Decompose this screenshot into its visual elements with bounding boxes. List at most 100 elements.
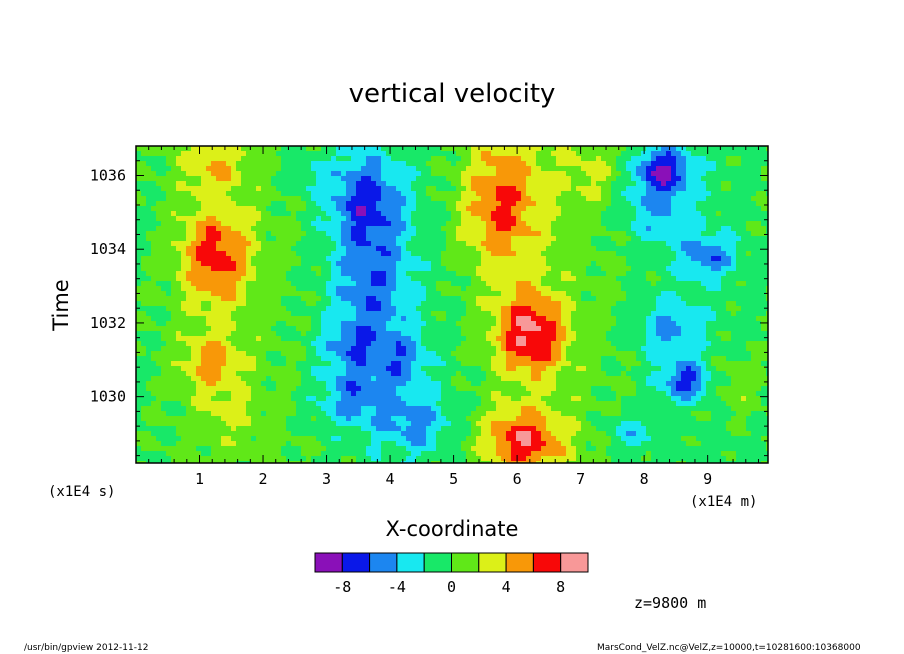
heatmap-cell <box>136 256 142 262</box>
heatmap-cell <box>336 171 342 177</box>
heatmap-cell <box>296 266 302 272</box>
heatmap-cell <box>646 256 652 262</box>
heatmap-cell <box>541 301 547 307</box>
heatmap-cell <box>701 321 707 327</box>
heatmap-cell <box>406 336 412 342</box>
heatmap-cell <box>751 156 757 162</box>
heatmap-cell <box>756 151 762 157</box>
heatmap-cell <box>516 171 522 177</box>
heatmap-cell <box>526 326 532 332</box>
heatmap-cell <box>761 156 767 162</box>
heatmap-cell <box>736 216 742 222</box>
heatmap-cell <box>456 226 462 232</box>
heatmap-cell <box>191 166 197 172</box>
heatmap-cell <box>416 151 422 157</box>
heatmap-cell <box>536 266 542 272</box>
heatmap-cell <box>346 331 352 337</box>
heatmap-cell <box>466 201 472 207</box>
heatmap-cell <box>511 191 517 197</box>
heatmap-cell <box>586 311 592 317</box>
heatmap-cell <box>706 206 712 212</box>
heatmap-cell <box>531 216 537 222</box>
heatmap-cell <box>316 286 322 292</box>
heatmap-cell <box>401 291 407 297</box>
heatmap-cell <box>271 241 277 247</box>
heatmap-cell <box>631 206 637 212</box>
heatmap-cell <box>151 211 157 217</box>
heatmap-cell <box>286 226 292 232</box>
heatmap-cell <box>456 146 462 152</box>
heatmap-cell <box>326 276 332 282</box>
heatmap-cell <box>481 286 487 292</box>
heatmap-cell <box>356 166 362 172</box>
heatmap-cell <box>201 171 207 177</box>
heatmap-cell <box>371 251 377 257</box>
heatmap-cell <box>351 266 357 272</box>
heatmap-cell <box>146 266 152 272</box>
heatmap-cell <box>651 171 657 177</box>
heatmap-cell <box>446 291 452 297</box>
heatmap-cell <box>166 246 172 252</box>
heatmap-cell <box>206 191 212 197</box>
heatmap-cell <box>581 281 587 287</box>
heatmap-cell <box>446 236 452 242</box>
heatmap-cell <box>406 261 412 267</box>
heatmap-cell <box>296 221 302 227</box>
heatmap-cell <box>436 226 442 232</box>
heatmap-cell <box>471 226 477 232</box>
heatmap-cell <box>606 236 612 242</box>
heatmap-cell <box>421 171 427 177</box>
heatmap-cell <box>256 301 262 307</box>
heatmap-cell <box>711 236 717 242</box>
heatmap-cell <box>426 186 432 192</box>
heatmap-cell <box>391 146 397 152</box>
heatmap-cell <box>451 326 457 332</box>
heatmap-cell <box>171 171 177 177</box>
heatmap-cell <box>591 331 597 337</box>
heatmap-cell <box>706 156 712 162</box>
heatmap-cell <box>556 291 562 297</box>
heatmap-cell <box>391 256 397 262</box>
heatmap-cell <box>276 311 282 317</box>
heatmap-cell <box>506 176 512 182</box>
heatmap-cell <box>296 276 302 282</box>
heatmap-cell <box>301 321 307 327</box>
heatmap-cell <box>746 271 752 277</box>
heatmap-cell <box>641 326 647 332</box>
heatmap-cell <box>141 291 147 297</box>
heatmap-cell <box>741 176 747 182</box>
heatmap-cell <box>606 216 612 222</box>
heatmap-cell <box>561 271 567 277</box>
heatmap-cell <box>451 291 457 297</box>
heatmap-cell <box>486 331 492 337</box>
heatmap-cell <box>276 261 282 267</box>
heatmap-cell <box>331 261 337 267</box>
heatmap-cell <box>286 236 292 242</box>
heatmap-cell <box>701 271 707 277</box>
heatmap-cell <box>441 191 447 197</box>
heatmap-cell <box>661 166 667 172</box>
heatmap-cell <box>276 251 282 257</box>
heatmap-cell <box>276 221 282 227</box>
heatmap-cell <box>146 221 152 227</box>
heatmap-cell <box>261 296 267 302</box>
heatmap-cell <box>231 256 237 262</box>
heatmap-cell <box>721 251 727 257</box>
heatmap-cell <box>301 201 307 207</box>
heatmap-cell <box>306 241 312 247</box>
heatmap-cell <box>406 186 412 192</box>
heatmap-cell <box>276 286 282 292</box>
heatmap-cell <box>476 201 482 207</box>
heatmap-cell <box>211 256 217 262</box>
heatmap-cell <box>406 256 412 262</box>
heatmap-cell <box>561 186 567 192</box>
heatmap-cell <box>191 186 197 192</box>
heatmap-cell <box>581 296 587 302</box>
heatmap-cell <box>541 186 547 192</box>
heatmap-cell <box>136 201 142 207</box>
heatmap-cell <box>351 191 357 197</box>
heatmap-cell <box>186 291 192 297</box>
heatmap-cell <box>766 301 768 307</box>
heatmap-cell <box>151 311 157 317</box>
